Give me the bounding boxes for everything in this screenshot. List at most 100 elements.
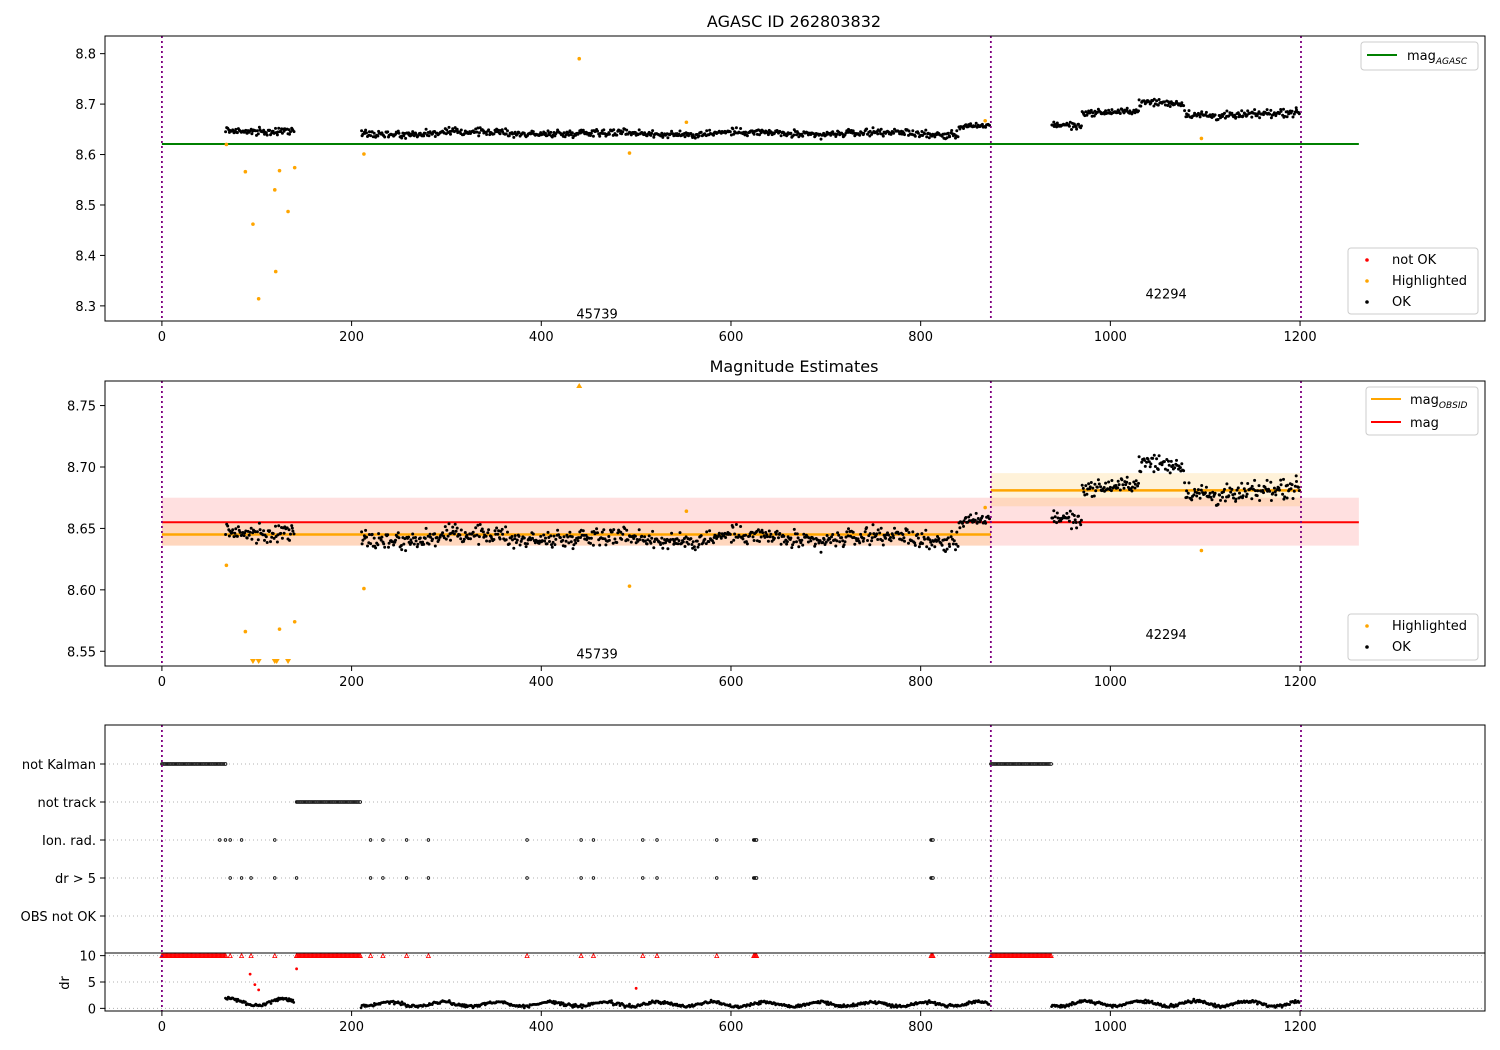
ok-point (377, 532, 381, 536)
ok-point (397, 536, 401, 540)
ok-point (288, 132, 291, 136)
ok-point (681, 540, 685, 544)
ok-point (397, 131, 401, 135)
x-tick-label: 800 (908, 1020, 933, 1035)
clipped-down-marker (255, 659, 262, 664)
ok-point (986, 514, 990, 518)
ok-point (523, 542, 527, 545)
ok-point (1255, 494, 1259, 498)
ok-point (510, 535, 514, 538)
ok-point (418, 536, 422, 540)
ok-point (859, 532, 863, 536)
ok-point (513, 130, 517, 134)
ok-point (1147, 460, 1151, 464)
ok-point (643, 539, 647, 543)
ok-point (748, 534, 752, 538)
dr-capped-marker (753, 952, 760, 959)
ok-point (504, 525, 508, 529)
ok-point (734, 523, 738, 526)
ok-point (232, 535, 236, 539)
ok-point (1186, 491, 1190, 495)
ok-point (433, 532, 437, 536)
ok-point (831, 533, 835, 536)
ok-point (1109, 489, 1113, 493)
ok-point (1125, 475, 1129, 479)
y-tick-label: 8.65 (67, 522, 96, 537)
ok-point (454, 529, 458, 533)
ok-point (386, 533, 390, 537)
ok-point (868, 129, 872, 133)
ok-point (650, 536, 654, 540)
ok-point (889, 132, 893, 136)
ok-point (1241, 114, 1245, 118)
flag-point (239, 876, 244, 880)
ok-point (1295, 108, 1298, 112)
ok-point (871, 523, 875, 527)
ok-point (250, 132, 254, 136)
ok-point (501, 532, 505, 536)
ok-point (980, 122, 984, 126)
ok-point (907, 531, 911, 534)
ok-point (937, 537, 941, 541)
ok-point (708, 128, 712, 132)
ok-point (1193, 487, 1197, 491)
ok-point (651, 529, 655, 533)
ok-point (265, 541, 269, 544)
ok-point (1121, 483, 1125, 487)
ok-point (380, 535, 384, 539)
ok-point (1075, 526, 1079, 530)
ok-point (458, 533, 462, 537)
dr-capped-marker (590, 952, 597, 959)
dr-capped-marker (578, 952, 584, 959)
ok-point (955, 530, 959, 534)
ok-point (1216, 502, 1220, 506)
ok-point (1095, 485, 1099, 489)
ok-point (843, 540, 847, 544)
ok-point (255, 129, 259, 133)
ok-point (683, 135, 687, 139)
ok-point (1200, 110, 1204, 114)
ok-point (275, 540, 279, 544)
ok-point (945, 136, 949, 140)
obsid-label: 42294 (1145, 628, 1186, 643)
ok-point (1060, 516, 1064, 520)
dr-point (291, 998, 295, 1002)
ok-point (1291, 497, 1295, 500)
ok-point (1067, 515, 1071, 519)
ok-point (1167, 463, 1171, 467)
ok-point (876, 132, 880, 136)
ok-point (504, 538, 508, 542)
ok-point (226, 524, 230, 528)
ok-point (916, 532, 920, 536)
ok-point (1234, 499, 1238, 503)
ok-point (758, 530, 762, 534)
ok-point (1297, 489, 1301, 493)
ok-point (652, 540, 656, 544)
ok-point (638, 538, 642, 542)
ok-point (471, 530, 475, 534)
ok-point (540, 132, 544, 136)
highlighted-point (684, 120, 689, 125)
ok-point (435, 536, 439, 539)
ok-point (865, 526, 869, 530)
ok-point (268, 128, 272, 132)
ok-point (607, 535, 611, 538)
ok-point (923, 132, 927, 136)
ok-point (433, 135, 437, 138)
ok-point (1090, 114, 1094, 118)
flag-row-label: not track (37, 796, 96, 811)
ok-point (360, 530, 364, 534)
ok-point (669, 538, 673, 542)
ok-point (558, 536, 562, 540)
ok-point (289, 130, 292, 134)
ok-point (1175, 458, 1178, 462)
ok-point (792, 527, 796, 531)
ok-point (370, 532, 374, 536)
legend-ok-label: OK (1392, 295, 1411, 310)
ok-point (227, 534, 231, 538)
ok-point (712, 541, 715, 545)
ok-point (1125, 106, 1129, 110)
y-tick-label: 5 (88, 976, 96, 991)
ok-point (1099, 485, 1103, 489)
ok-point (1140, 460, 1144, 464)
